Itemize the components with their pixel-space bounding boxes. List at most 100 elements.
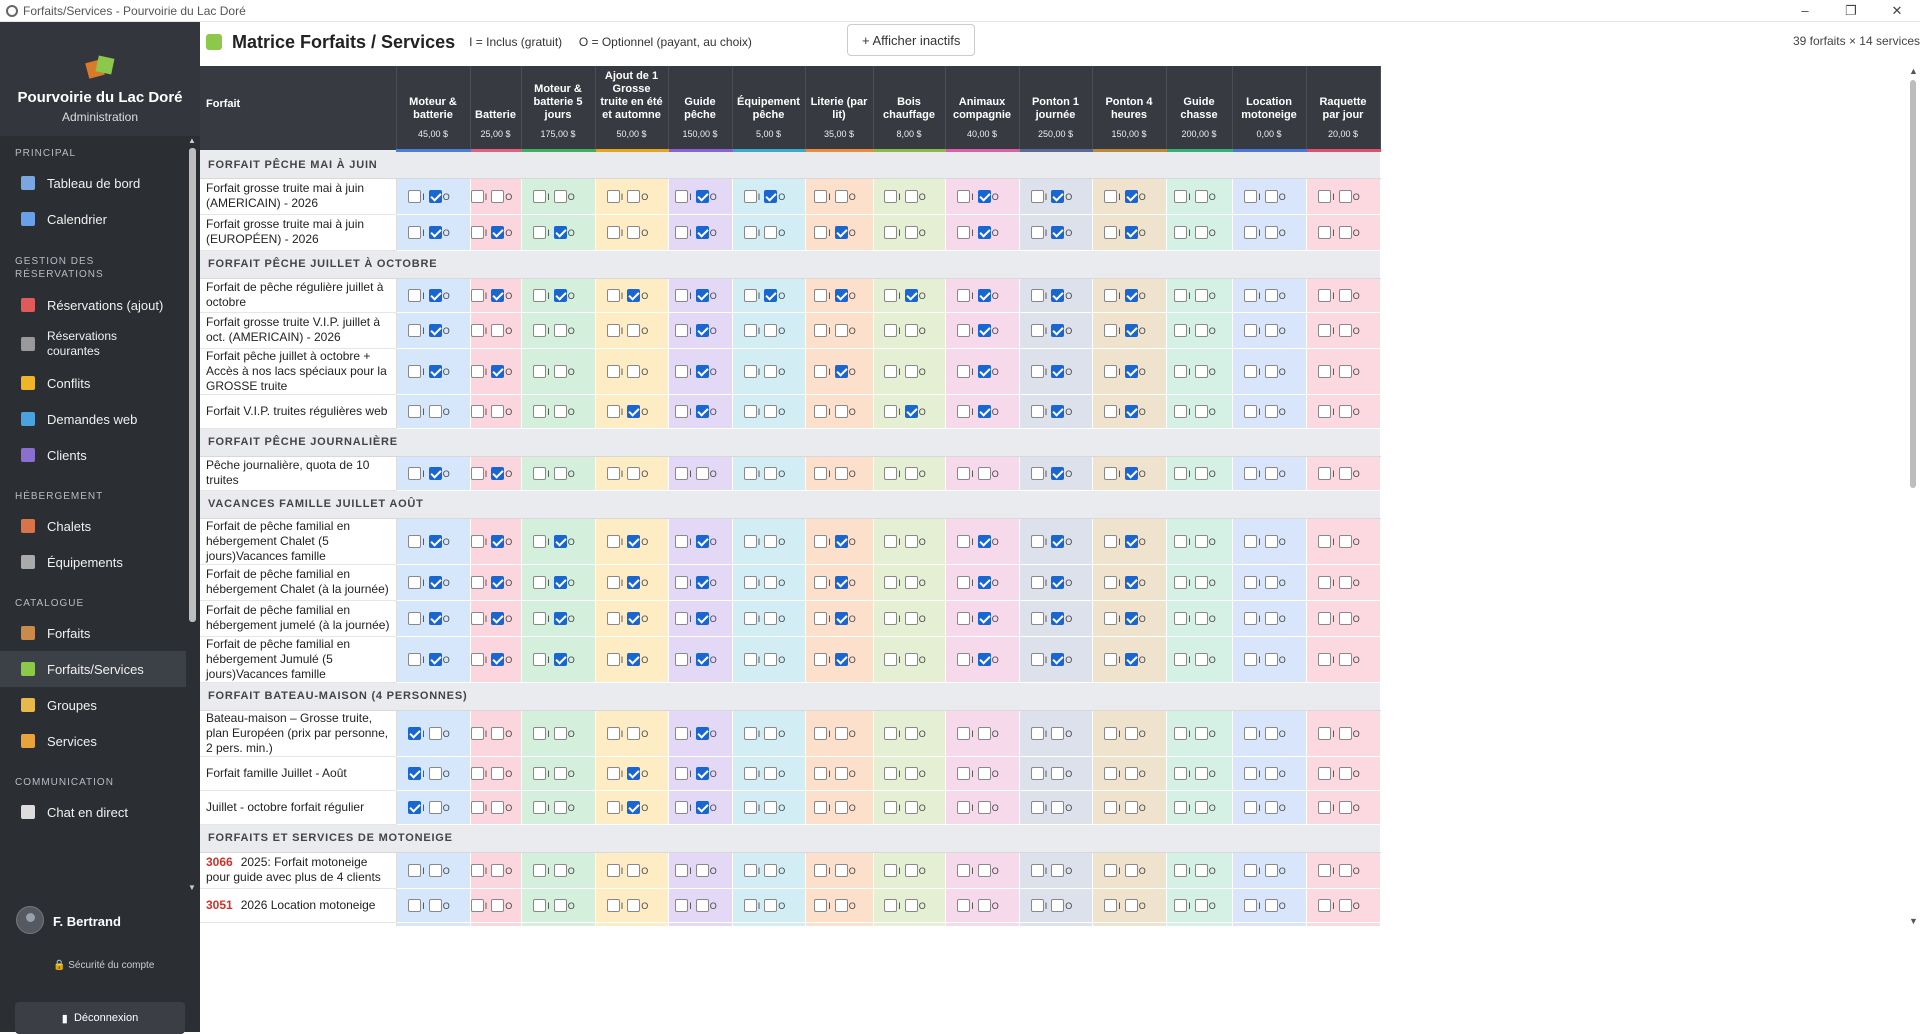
optional-checkbox[interactable] — [695, 190, 709, 204]
included-checkbox[interactable] — [675, 801, 689, 815]
included-checkbox[interactable] — [675, 467, 689, 481]
optional-checkbox[interactable] — [834, 365, 848, 379]
included-checkbox[interactable] — [1030, 467, 1044, 481]
matrix-scrollbar[interactable]: ▲ ▼ — [1909, 66, 1918, 926]
optional-checkbox[interactable] — [428, 289, 442, 303]
optional-checkbox[interactable] — [491, 767, 505, 781]
optional-checkbox[interactable] — [1338, 289, 1352, 303]
optional-checkbox[interactable] — [428, 405, 442, 419]
optional-checkbox[interactable] — [1124, 864, 1138, 878]
optional-checkbox[interactable] — [428, 365, 442, 379]
optional-checkbox[interactable] — [1338, 190, 1352, 204]
included-checkbox[interactable] — [814, 467, 828, 481]
optional-checkbox[interactable] — [428, 576, 442, 590]
optional-checkbox[interactable] — [553, 405, 567, 419]
included-checkbox[interactable] — [470, 727, 484, 741]
optional-checkbox[interactable] — [1051, 365, 1065, 379]
included-checkbox[interactable] — [470, 324, 484, 338]
included-checkbox[interactable] — [1318, 801, 1332, 815]
sidebar-item-bell[interactable]: Services — [0, 723, 186, 759]
included-checkbox[interactable] — [1174, 289, 1188, 303]
optional-checkbox[interactable] — [1338, 576, 1352, 590]
optional-checkbox[interactable] — [491, 727, 505, 741]
included-checkbox[interactable] — [470, 190, 484, 204]
included-checkbox[interactable] — [957, 864, 971, 878]
optional-checkbox[interactable] — [764, 289, 778, 303]
included-checkbox[interactable] — [743, 467, 757, 481]
optional-checkbox[interactable] — [1264, 365, 1278, 379]
included-checkbox[interactable] — [1318, 467, 1332, 481]
included-checkbox[interactable] — [533, 727, 547, 741]
optional-checkbox[interactable] — [904, 324, 918, 338]
included-checkbox[interactable] — [1318, 226, 1332, 240]
optional-checkbox[interactable] — [764, 864, 778, 878]
included-checkbox[interactable] — [814, 289, 828, 303]
optional-checkbox[interactable] — [553, 727, 567, 741]
included-checkbox[interactable] — [1104, 727, 1118, 741]
included-checkbox[interactable] — [470, 226, 484, 240]
included-checkbox[interactable] — [606, 535, 620, 549]
included-checkbox[interactable] — [675, 653, 689, 667]
included-checkbox[interactable] — [1174, 653, 1188, 667]
included-checkbox[interactable] — [1104, 190, 1118, 204]
included-checkbox[interactable] — [957, 612, 971, 626]
included-checkbox[interactable] — [1030, 365, 1044, 379]
included-checkbox[interactable] — [408, 801, 422, 815]
optional-checkbox[interactable] — [491, 324, 505, 338]
optional-checkbox[interactable] — [1124, 653, 1138, 667]
optional-checkbox[interactable] — [1264, 653, 1278, 667]
included-checkbox[interactable] — [814, 612, 828, 626]
optional-checkbox[interactable] — [695, 653, 709, 667]
included-checkbox[interactable] — [814, 864, 828, 878]
sidebar-item-house[interactable]: Chalets — [0, 508, 186, 544]
included-checkbox[interactable] — [606, 226, 620, 240]
optional-checkbox[interactable] — [1051, 405, 1065, 419]
optional-checkbox[interactable] — [764, 899, 778, 913]
included-checkbox[interactable] — [408, 467, 422, 481]
included-checkbox[interactable] — [1318, 727, 1332, 741]
optional-checkbox[interactable] — [1194, 405, 1208, 419]
included-checkbox[interactable] — [1318, 324, 1332, 338]
optional-checkbox[interactable] — [1264, 405, 1278, 419]
included-checkbox[interactable] — [1104, 801, 1118, 815]
optional-checkbox[interactable] — [834, 405, 848, 419]
included-checkbox[interactable] — [1244, 535, 1258, 549]
included-checkbox[interactable] — [470, 864, 484, 878]
included-checkbox[interactable] — [533, 653, 547, 667]
included-checkbox[interactable] — [1030, 767, 1044, 781]
optional-checkbox[interactable] — [1194, 535, 1208, 549]
included-checkbox[interactable] — [1104, 365, 1118, 379]
included-checkbox[interactable] — [408, 653, 422, 667]
included-checkbox[interactable] — [408, 727, 422, 741]
included-checkbox[interactable] — [884, 801, 898, 815]
optional-checkbox[interactable] — [764, 467, 778, 481]
optional-checkbox[interactable] — [1264, 467, 1278, 481]
included-checkbox[interactable] — [470, 801, 484, 815]
minimize-button[interactable]: – — [1801, 2, 1809, 18]
included-checkbox[interactable] — [1030, 864, 1044, 878]
optional-checkbox[interactable] — [627, 324, 641, 338]
avatar[interactable] — [16, 906, 44, 934]
optional-checkbox[interactable] — [834, 767, 848, 781]
included-checkbox[interactable] — [606, 767, 620, 781]
included-checkbox[interactable] — [1104, 653, 1118, 667]
sidebar-item-users[interactable]: Clients — [0, 437, 186, 473]
included-checkbox[interactable] — [1318, 653, 1332, 667]
included-checkbox[interactable] — [1244, 727, 1258, 741]
optional-checkbox[interactable] — [553, 365, 567, 379]
optional-checkbox[interactable] — [904, 612, 918, 626]
optional-checkbox[interactable] — [904, 535, 918, 549]
optional-checkbox[interactable] — [1338, 467, 1352, 481]
included-checkbox[interactable] — [533, 365, 547, 379]
included-checkbox[interactable] — [1244, 767, 1258, 781]
optional-checkbox[interactable] — [553, 324, 567, 338]
optional-checkbox[interactable] — [1194, 289, 1208, 303]
included-checkbox[interactable] — [1318, 767, 1332, 781]
included-checkbox[interactable] — [814, 576, 828, 590]
optional-checkbox[interactable] — [764, 324, 778, 338]
sidebar-item-folder[interactable]: Groupes — [0, 687, 186, 723]
optional-checkbox[interactable] — [977, 653, 991, 667]
close-button[interactable]: ✕ — [1891, 2, 1903, 18]
show-inactive-button[interactable]: + Afficher inactifs — [847, 24, 976, 56]
optional-checkbox[interactable] — [977, 899, 991, 913]
